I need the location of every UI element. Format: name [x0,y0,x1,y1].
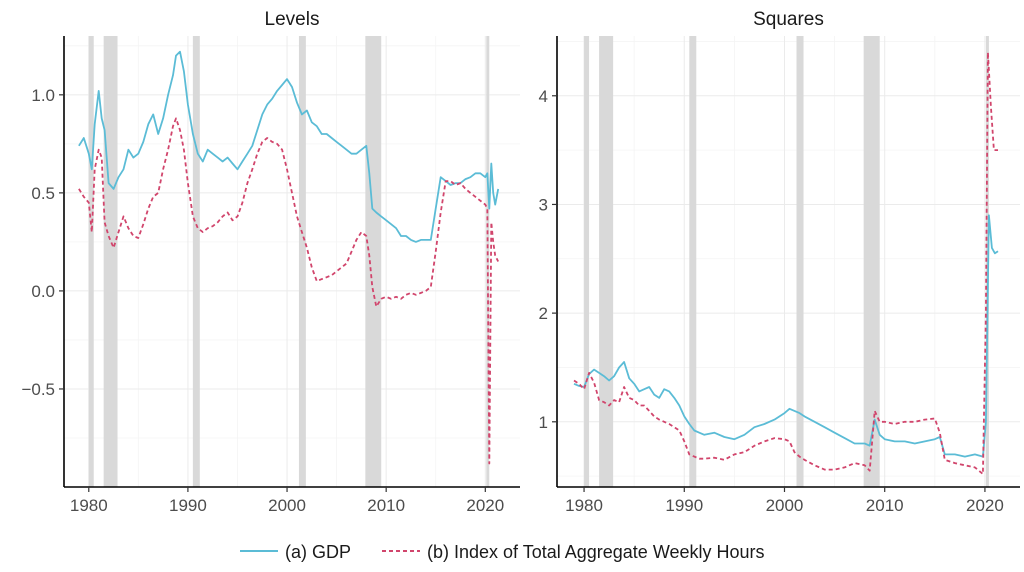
grid [557,36,1020,487]
x-tick-label: 1990 [169,496,207,515]
recession-band [599,36,614,487]
x-tick-label: 2020 [466,496,504,515]
y-tick-label: 1.0 [31,86,55,105]
series-line-a-gdp [573,214,999,458]
recession-bands [88,36,490,487]
recession-band [796,36,804,487]
panel-title-levels: Levels [265,9,320,30]
y-tick-label: 3 [539,195,548,214]
recession-band [298,36,306,487]
recession-band [103,36,118,487]
series-line-b-index-of-total-aggregate-weekly-hours [573,51,998,475]
x-tick-label: 1990 [665,496,703,515]
x-tick-label: 2020 [966,496,1004,515]
x-tick-label: 2000 [268,496,306,515]
x-tick-label: 2010 [367,496,405,515]
recession-band [584,36,590,487]
y-tick-label: 4 [539,87,548,106]
panel-squares: Squares 1980 1990 2000 2010 2020 1 2 3 4 [539,9,1020,515]
y-tick-label: 1 [539,413,548,432]
legend-label-hours: (b) Index of Total Aggregate Weekly Hour… [427,542,765,562]
recession-band [192,36,200,487]
x-tick-label: 2010 [866,496,904,515]
panel-title-squares: Squares [753,9,824,30]
legend-label-gdp: (a) GDP [285,542,351,562]
y-tick-label: 0.0 [31,282,55,301]
grid [64,36,520,487]
recession-band [689,36,697,487]
x-tick-label: 2000 [766,496,804,515]
recession-bands [584,36,989,487]
x-tick-label: 1980 [565,496,603,515]
legend: (a) GDP (b) Index of Total Aggregate Wee… [240,542,765,562]
recession-band [365,36,382,487]
y-tick-label: 0.5 [31,184,55,203]
x-tick-label: 1980 [70,496,108,515]
recession-band [863,36,880,487]
panel-levels: Levels 1980 1990 2000 2010 2020 −0.5 0.0 0.5 1.0 [21,9,520,515]
series-line-a-gdp [78,50,500,243]
y-tick-label: 2 [539,304,548,323]
recession-band [88,36,94,487]
y-tick-label: −0.5 [21,380,55,399]
series-line-b-index-of-total-aggregate-weekly-hours [78,117,500,465]
